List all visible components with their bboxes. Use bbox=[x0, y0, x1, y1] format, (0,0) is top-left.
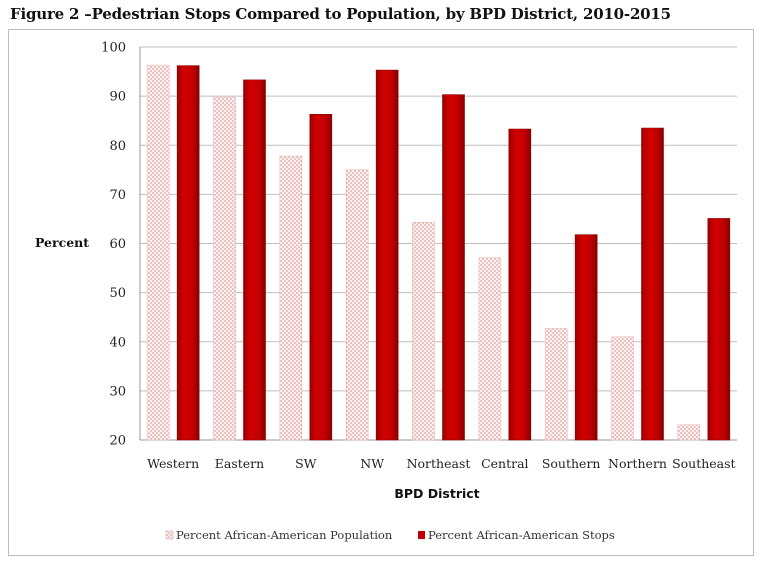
figure-title: Figure 2 –Pedestrian Stops Compared to P… bbox=[10, 5, 671, 23]
y-tick-label: 80 bbox=[109, 139, 126, 154]
bar-stops-nw bbox=[375, 69, 399, 441]
y-tick-label: 100 bbox=[101, 41, 126, 56]
bar-stops-southern bbox=[574, 234, 598, 441]
legend-label-stops: Percent African-American Stops bbox=[428, 528, 615, 542]
bar-stops-central bbox=[508, 128, 532, 441]
bar-stops-northeast bbox=[442, 94, 465, 441]
y-tick-label: 20 bbox=[109, 434, 126, 449]
legend-swatch-population bbox=[165, 530, 174, 540]
y-axis-label: Percent bbox=[35, 235, 89, 250]
x-axis-label: BPD District bbox=[394, 486, 479, 501]
chart-frame bbox=[8, 29, 754, 556]
y-tick-label: 90 bbox=[109, 90, 126, 105]
y-tick-label: 30 bbox=[109, 384, 126, 399]
bar-population-southeast bbox=[677, 424, 701, 441]
x-tick-label: Central bbox=[481, 456, 528, 471]
bar-stops-western bbox=[176, 65, 200, 441]
bar-stops-northern bbox=[641, 127, 664, 441]
x-tick-label: Southeast bbox=[672, 456, 736, 471]
bar-stops-sw bbox=[309, 114, 333, 441]
bar-population-northern bbox=[611, 336, 634, 441]
bar-population-sw bbox=[279, 155, 303, 441]
x-tick-label: Northeast bbox=[407, 456, 471, 471]
x-tick-label: NW bbox=[360, 456, 384, 471]
y-tick-label: 40 bbox=[109, 335, 126, 350]
bar-population-nw bbox=[345, 169, 369, 441]
bar-population-southern bbox=[544, 328, 568, 441]
legend-label-population: Percent African-American Population bbox=[176, 528, 393, 542]
y-tick-label: 70 bbox=[109, 188, 126, 203]
x-tick-label: Eastern bbox=[215, 456, 264, 471]
bar-population-eastern bbox=[213, 96, 236, 441]
bar-stops-southeast bbox=[707, 218, 731, 441]
y-tick-label: 50 bbox=[109, 286, 126, 301]
x-tick-label: Western bbox=[147, 456, 199, 471]
bar-population-western bbox=[146, 64, 170, 441]
legend-swatch-stops bbox=[418, 531, 425, 539]
x-tick-label: SW bbox=[295, 456, 317, 471]
bar-population-northeast bbox=[412, 222, 435, 441]
x-tick-label: Northern bbox=[608, 456, 667, 471]
y-tick-label: 60 bbox=[109, 237, 126, 252]
bar-population-central bbox=[478, 257, 502, 441]
x-tick-label: Southern bbox=[542, 456, 601, 471]
bar-stops-eastern bbox=[243, 79, 266, 441]
